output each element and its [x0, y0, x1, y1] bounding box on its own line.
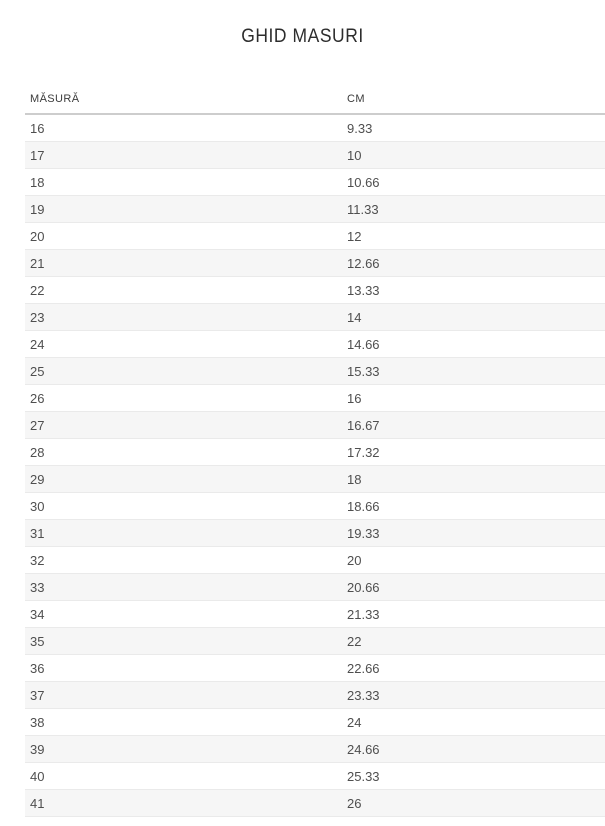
table-row: 40 25.33 — [25, 763, 605, 790]
table-row: 22 13.33 — [25, 277, 605, 304]
cm-cell: 10 — [347, 147, 362, 163]
cm-cell: 24 — [347, 714, 362, 730]
size-cell: 18 — [30, 174, 45, 190]
table-row: 19 11.33 — [25, 196, 605, 223]
cm-cell: 22.66 — [347, 660, 380, 676]
size-cell: 34 — [30, 606, 45, 622]
size-cell: 39 — [30, 741, 45, 757]
table-row: 24 14.66 — [25, 331, 605, 358]
size-cell: 17 — [30, 147, 45, 163]
size-cell: 26 — [30, 390, 45, 406]
cm-cell: 20.66 — [347, 579, 380, 595]
table-row: 16 9.33 — [25, 115, 605, 142]
cm-cell: 13.33 — [347, 282, 380, 298]
table-row: 33 20.66 — [25, 574, 605, 601]
table-row: 36 22.66 — [25, 655, 605, 682]
cm-cell: 10.66 — [347, 174, 380, 190]
size-cell: 35 — [30, 633, 45, 649]
column-header-masura: MĂSURĂ — [30, 93, 80, 105]
cm-cell: 18.66 — [347, 498, 380, 514]
page-title: GHID MASURI — [241, 26, 364, 47]
column-header-cm: CM — [347, 93, 365, 105]
size-cell: 36 — [30, 660, 45, 676]
table-row: 21 12.66 — [25, 250, 605, 277]
size-cell: 20 — [30, 228, 45, 244]
table-row: 18 10.66 — [25, 169, 605, 196]
cm-cell: 17.32 — [347, 444, 380, 460]
table-row: 27 16.67 — [25, 412, 605, 439]
cm-cell: 12.66 — [347, 255, 380, 271]
cm-cell: 18 — [347, 471, 362, 487]
table-row: 32 20 — [25, 547, 605, 574]
table-row: 25 15.33 — [25, 358, 605, 385]
size-cell: 32 — [30, 552, 45, 568]
size-cell: 21 — [30, 255, 45, 271]
cm-cell: 14.66 — [347, 336, 380, 352]
cm-cell: 21.33 — [347, 606, 380, 622]
cm-cell: 15.33 — [347, 363, 380, 379]
size-cell: 28 — [30, 444, 45, 460]
table-body: 16 9.33 17 10 18 10.66 19 11.33 20 12 21… — [25, 115, 605, 817]
size-cell: 19 — [30, 201, 45, 217]
size-cell: 25 — [30, 363, 45, 379]
table-row: 38 24 — [25, 709, 605, 736]
size-cell: 29 — [30, 471, 45, 487]
table-row: 39 24.66 — [25, 736, 605, 763]
size-cell: 31 — [30, 525, 45, 541]
cm-cell: 25.33 — [347, 768, 380, 784]
table-row: 26 16 — [25, 385, 605, 412]
cm-cell: 23.33 — [347, 687, 380, 703]
cm-cell: 11.33 — [347, 201, 379, 217]
size-cell: 22 — [30, 282, 45, 298]
table-row: 28 17.32 — [25, 439, 605, 466]
table-row: 30 18.66 — [25, 493, 605, 520]
table-row: 17 10 — [25, 142, 605, 169]
cm-cell: 20 — [347, 552, 362, 568]
size-cell: 41 — [30, 795, 45, 811]
size-cell: 40 — [30, 768, 45, 784]
table-row: 35 22 — [25, 628, 605, 655]
size-cell: 30 — [30, 498, 45, 514]
table-row-partial — [25, 817, 605, 826]
table-row: 29 18 — [25, 466, 605, 493]
table-row: 41 26 — [25, 790, 605, 817]
size-cell: 27 — [30, 417, 45, 433]
cm-cell: 26 — [347, 795, 362, 811]
size-guide-table: MĂSURĂ CM 16 9.33 17 10 18 10.66 19 11.3… — [25, 93, 605, 826]
size-cell: 23 — [30, 309, 45, 325]
table-row: 37 23.33 — [25, 682, 605, 709]
cm-cell: 22 — [347, 633, 362, 649]
size-cell: 37 — [30, 687, 45, 703]
table-row: 20 12 — [25, 223, 605, 250]
cm-cell: 14 — [347, 309, 362, 325]
cm-cell: 16 — [347, 390, 362, 406]
cm-cell: 9.33 — [347, 120, 373, 136]
cm-cell: 19.33 — [347, 525, 380, 541]
cm-cell: 12 — [347, 228, 362, 244]
size-cell: 16 — [30, 120, 45, 136]
table-row: 31 19.33 — [25, 520, 605, 547]
cm-cell: 16.67 — [347, 417, 380, 433]
table-row: 23 14 — [25, 304, 605, 331]
size-cell: 24 — [30, 336, 45, 352]
cm-cell: 24.66 — [347, 741, 380, 757]
size-cell: 33 — [30, 579, 45, 595]
table-row: 34 21.33 — [25, 601, 605, 628]
table-header-row: MĂSURĂ CM — [25, 93, 605, 115]
size-cell: 38 — [30, 714, 45, 730]
